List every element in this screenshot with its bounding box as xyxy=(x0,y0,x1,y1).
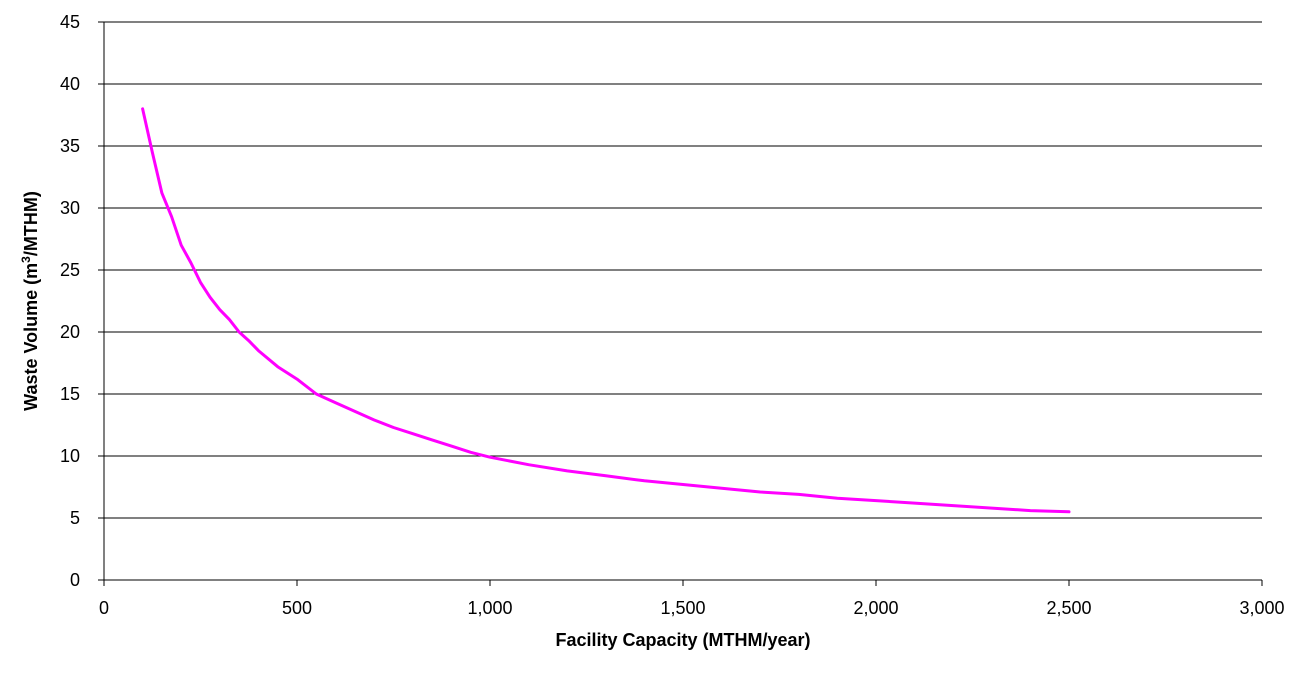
y-tick-label-5: 25 xyxy=(60,260,80,280)
y-axis-title: Waste Volume (m3/MTHM) xyxy=(19,191,41,411)
y-axis-title-suffix: /MTHM) xyxy=(21,191,41,256)
y-tick-label-3: 15 xyxy=(60,384,80,404)
y-tick-label-0: 0 xyxy=(70,570,80,590)
y-tick-label-4: 20 xyxy=(60,322,80,342)
y-tick-label-1: 5 xyxy=(70,508,80,528)
x-tick-label-4: 2,000 xyxy=(853,598,898,618)
x-tick-label-3: 1,500 xyxy=(660,598,705,618)
x-tick-label-0: 0 xyxy=(99,598,109,618)
y-tick-label-7: 35 xyxy=(60,136,80,156)
x-axis-ticks: 0 500 1,000 1,500 2,000 2,500 3,000 xyxy=(99,580,1285,618)
x-tick-label-6: 3,000 xyxy=(1239,598,1284,618)
x-axis-title: Facility Capacity (MTHM/year) xyxy=(555,630,810,650)
horizontal-gridlines xyxy=(104,21,1262,519)
series-line-0 xyxy=(141,107,1071,514)
x-tick-label-5: 2,500 xyxy=(1046,598,1091,618)
series-group xyxy=(141,107,1071,514)
y-axis-ticks: 0 5 10 15 20 25 30 35 40 45 xyxy=(60,12,104,590)
y-axis-title-prefix: Waste Volume (m xyxy=(21,263,41,411)
y-tick-label-6: 30 xyxy=(60,198,80,218)
y-axis-title-superscript: 3 xyxy=(19,256,33,263)
axes xyxy=(103,22,1262,581)
y-tick-label-2: 10 xyxy=(60,446,80,466)
y-tick-label-8: 40 xyxy=(60,74,80,94)
y-tick-label-9: 45 xyxy=(60,12,80,32)
x-tick-label-1: 500 xyxy=(282,598,312,618)
x-tick-label-2: 1,000 xyxy=(467,598,512,618)
